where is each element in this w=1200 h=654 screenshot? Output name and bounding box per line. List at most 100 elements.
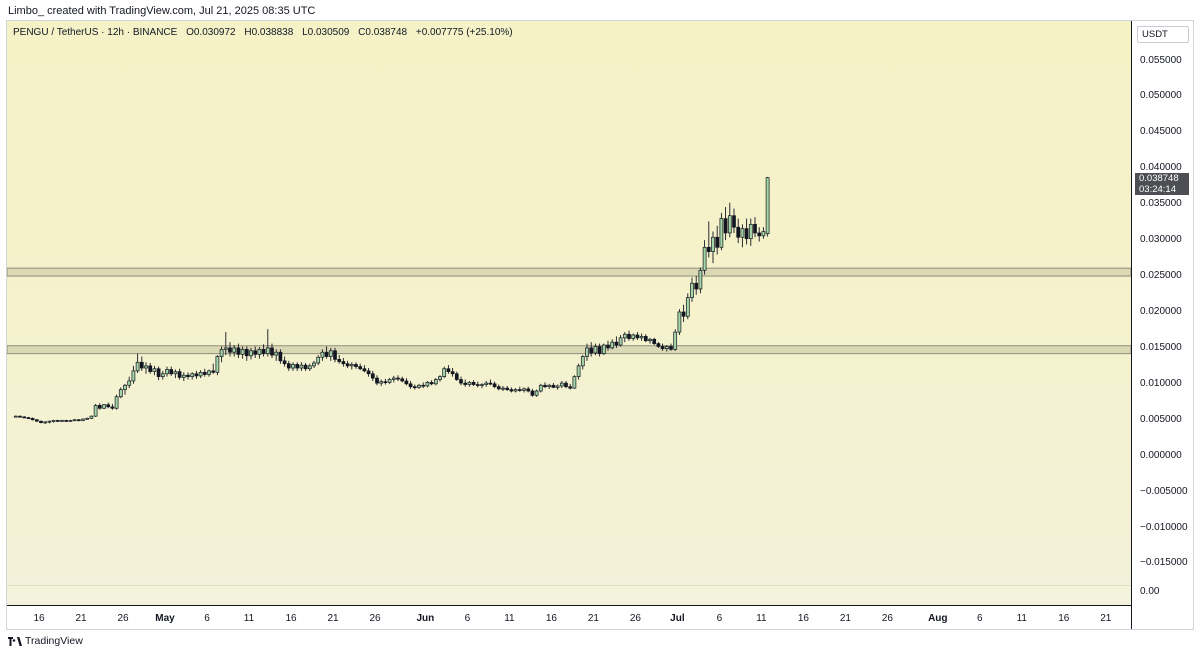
candle-body-up: [85, 417, 90, 420]
candle: [622, 332, 627, 343]
candle-body-up: [152, 368, 157, 372]
price-tick-label: 0.010000: [1140, 377, 1182, 389]
candle-body-up: [425, 382, 430, 387]
candle: [618, 334, 623, 347]
candle-body-up: [572, 376, 577, 389]
candle-body-down: [341, 361, 346, 365]
horizontal-zone-2[interactable]: [7, 345, 1131, 355]
candle-body-up: [291, 364, 295, 369]
candle-body-down: [148, 365, 153, 372]
tradingview-logo[interactable]: TradingView: [8, 635, 83, 647]
candle: [454, 371, 459, 381]
candle: [715, 225, 720, 255]
candle: [370, 370, 375, 381]
candle-body-down: [635, 334, 640, 339]
candle: [669, 343, 673, 351]
candle-body-down: [295, 364, 300, 369]
candle: [34, 419, 39, 422]
candle: [362, 365, 367, 373]
candle: [601, 343, 606, 356]
candle: [181, 372, 186, 381]
time-tick-label: Jun: [416, 613, 435, 624]
candlestick-plot[interactable]: [7, 21, 1131, 585]
plot-area[interactable]: PENGU / TetherUS · 12h · BINANCE O0.0309…: [7, 21, 1131, 605]
candle: [236, 343, 241, 358]
candle: [223, 332, 228, 356]
candle-body-up: [711, 236, 715, 252]
time-tick-label: 26: [629, 613, 641, 624]
candle: [505, 385, 510, 392]
candle: [358, 363, 363, 371]
pane-separator[interactable]: [7, 585, 1131, 586]
candle: [396, 375, 400, 381]
candle: [513, 388, 518, 393]
candle-body-up: [593, 346, 598, 354]
candle-body-up: [685, 297, 690, 317]
legend-symbol[interactable]: PENGU / TetherUS · 12h · BINANCE: [13, 27, 178, 38]
price-axis[interactable]: −0.015000 −0.010000 −0.005000 0.000000 0.005…: [1131, 21, 1193, 629]
candle: [631, 333, 636, 341]
candle: [55, 419, 60, 422]
candle: [316, 355, 321, 366]
candle-body-up: [13, 415, 18, 418]
candle-body-down: [337, 359, 342, 362]
candle-body-down: [744, 228, 749, 240]
candle: [102, 403, 106, 409]
candle-body-up: [89, 415, 94, 419]
candle-body-up: [576, 365, 581, 377]
candle: [648, 337, 652, 344]
candle-body-up: [622, 333, 627, 339]
candle-body-down: [303, 364, 308, 370]
candle: [429, 380, 434, 386]
horizontal-zone-1[interactable]: [7, 267, 1131, 277]
candle: [165, 366, 169, 377]
candle-body-down: [656, 343, 661, 347]
candle: [261, 344, 266, 357]
time-tick-label: 16: [797, 613, 809, 624]
last-price-value: 0.038748: [1139, 172, 1179, 184]
candle: [564, 380, 568, 389]
candle: [127, 376, 132, 389]
candle: [215, 355, 220, 376]
legend-low: L0.030509: [302, 27, 350, 38]
candle: [484, 380, 489, 387]
candle: [156, 366, 161, 381]
time-axis[interactable]: 16 21 26 May 6 11 16 21 26 Jun 6 11 16 21 26 Jul 6 11 16 21…: [7, 605, 1131, 629]
candle: [232, 345, 237, 357]
candle-body-up: [631, 334, 636, 339]
candle: [593, 343, 598, 356]
candle: [337, 355, 342, 364]
candle-body-down: [517, 389, 522, 391]
candle-body-down: [706, 246, 711, 252]
candle: [177, 368, 182, 380]
candle: [736, 218, 741, 244]
candle: [186, 372, 190, 380]
candle-body-down: [450, 371, 455, 375]
indicator-pane[interactable]: [7, 586, 1131, 605]
candle-body-down: [606, 344, 610, 349]
candle: [139, 356, 144, 371]
candle-body-down: [643, 336, 648, 342]
candle: [501, 385, 505, 392]
candle: [471, 380, 476, 386]
candle-body-up: [93, 405, 98, 417]
time-tick-label: 6: [204, 613, 210, 624]
candle-body-down: [18, 415, 22, 418]
candle: [727, 202, 732, 238]
candle-body-down: [270, 347, 274, 356]
candle: [488, 379, 493, 386]
candle: [702, 240, 707, 275]
candle: [89, 415, 94, 420]
candle-body-down: [286, 363, 291, 369]
candle: [240, 346, 245, 359]
candle: [660, 343, 665, 351]
candle: [93, 403, 98, 417]
candle: [438, 375, 442, 382]
currency-selector[interactable]: USDT: [1137, 26, 1189, 43]
chart-frame[interactable]: PENGU / TetherUS · 12h · BINANCE O0.0309…: [6, 20, 1194, 630]
candle-body-down: [396, 377, 400, 380]
candle-body-up: [433, 379, 438, 385]
candle-body-up: [639, 336, 644, 339]
time-tick-label: 11: [756, 613, 767, 624]
candle-body-up: [118, 389, 123, 398]
